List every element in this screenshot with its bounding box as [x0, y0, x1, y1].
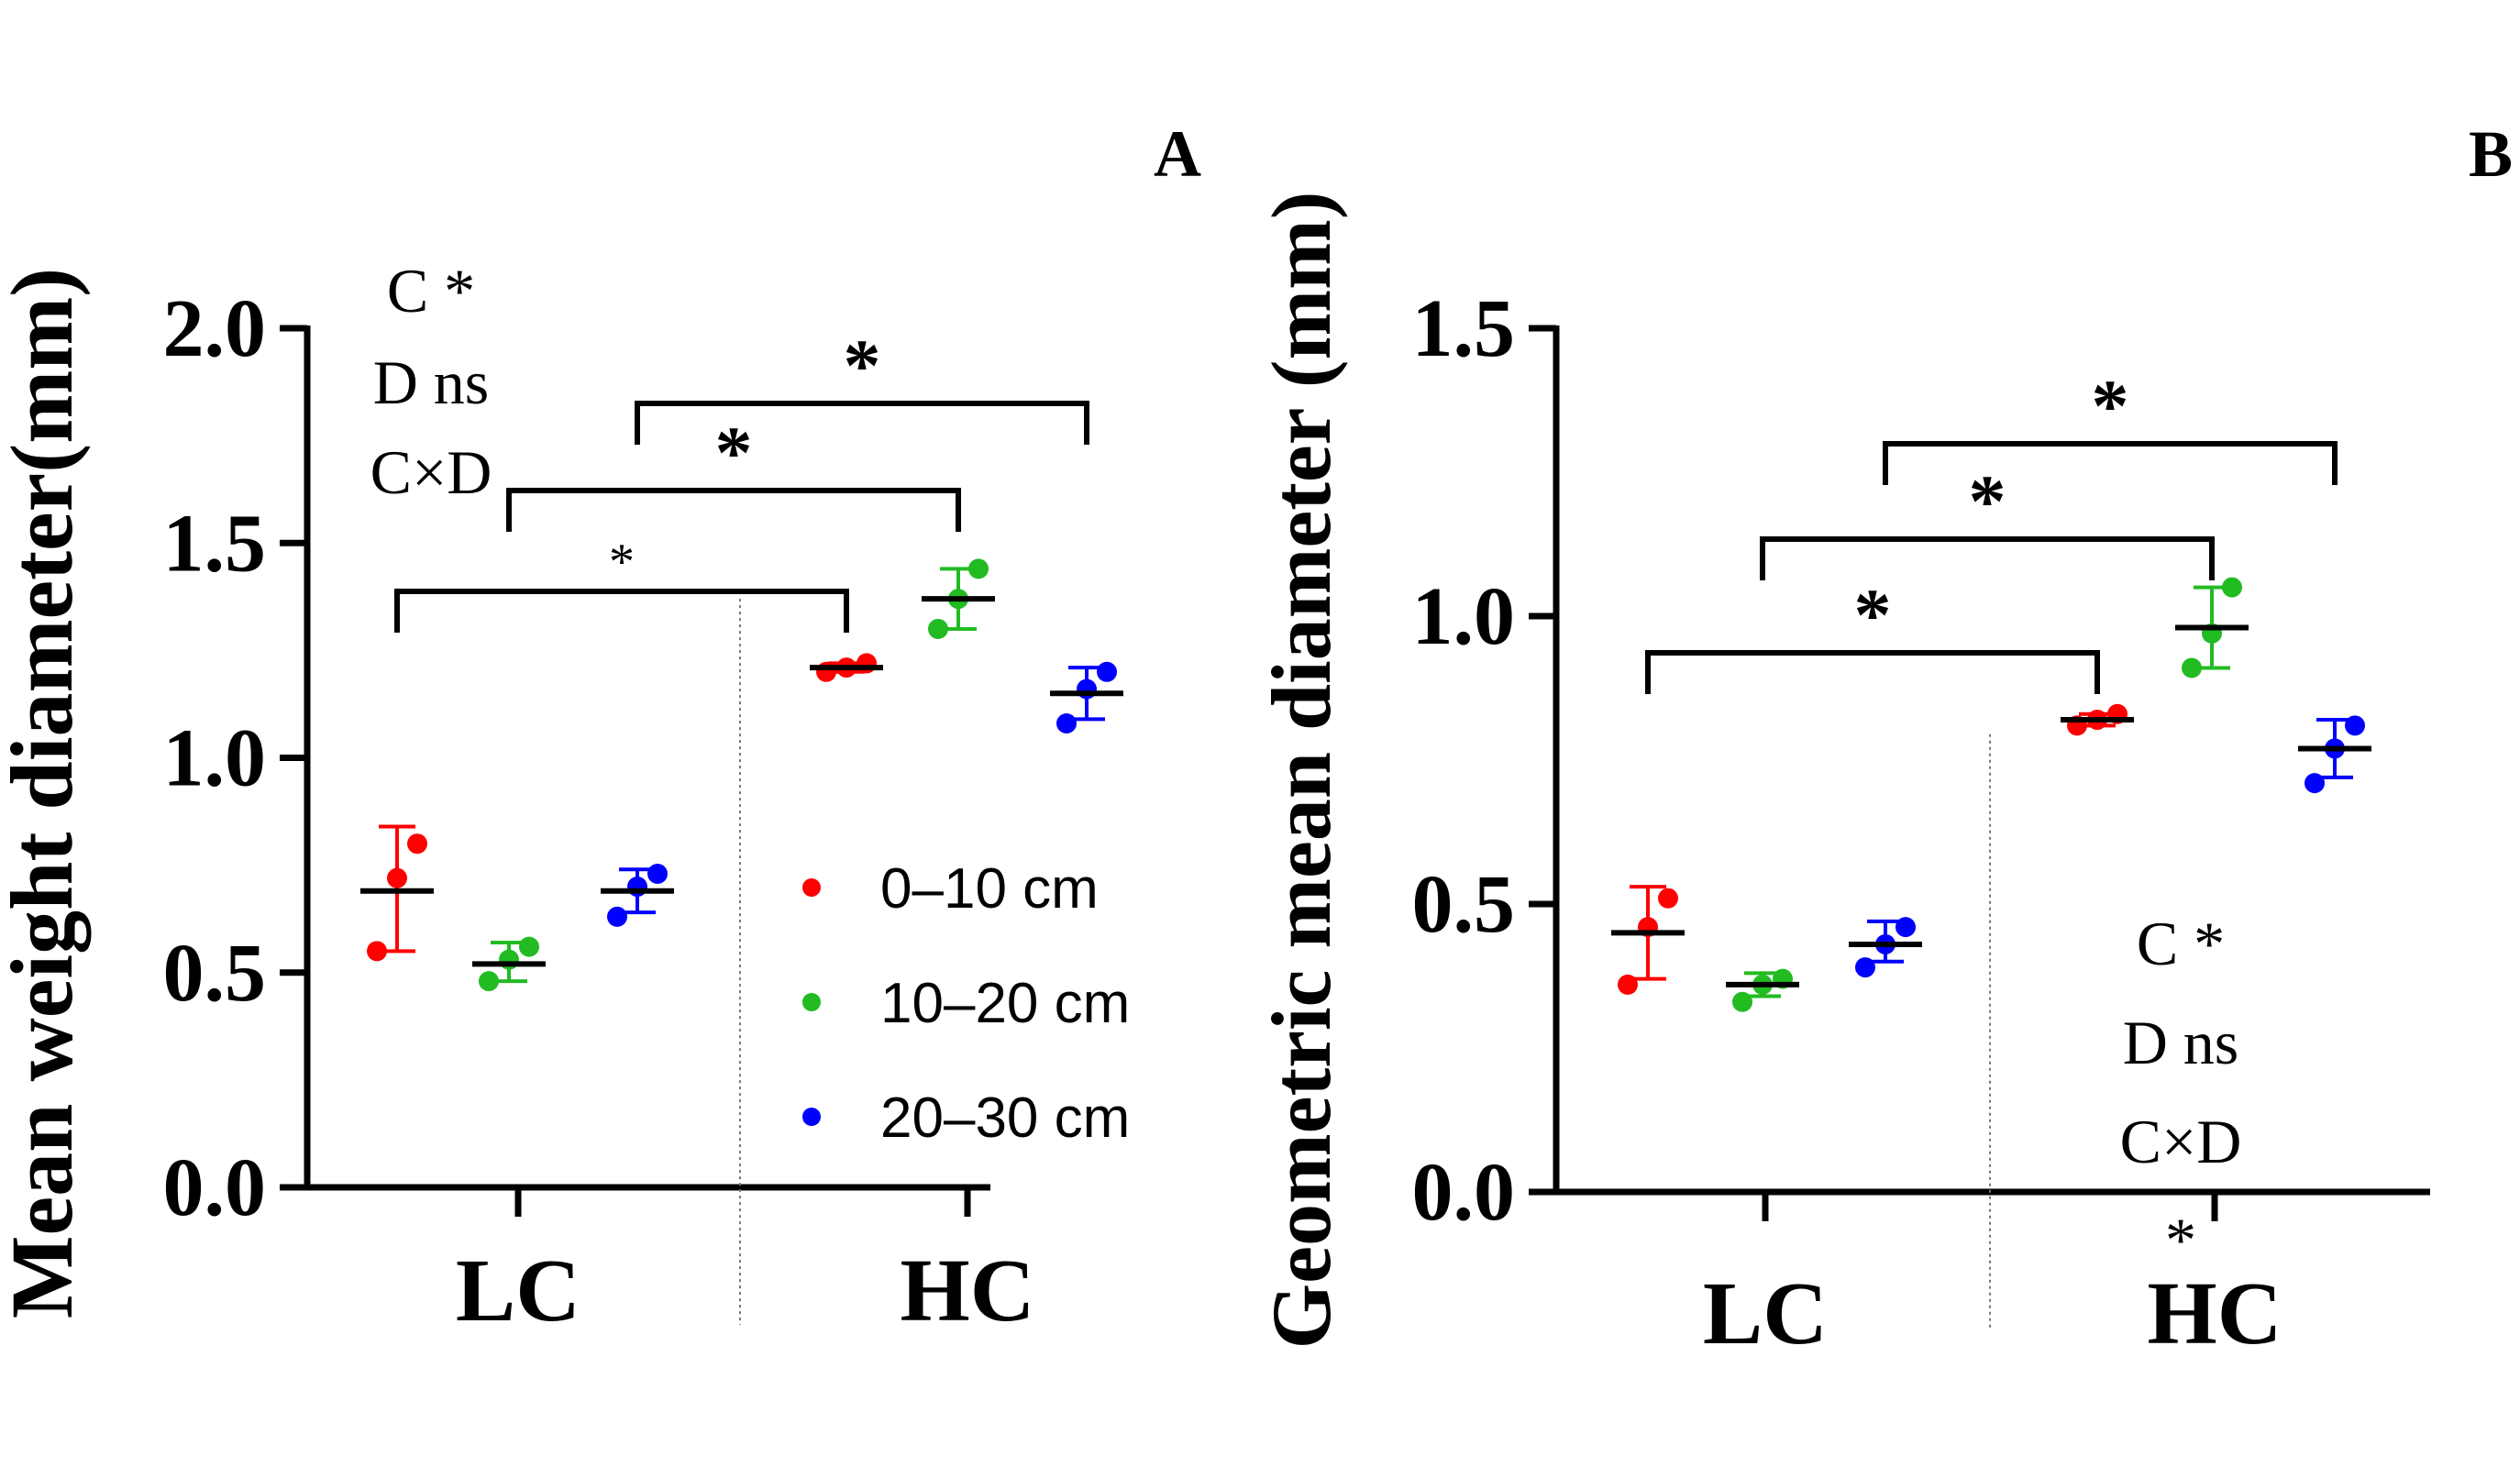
data-point [2345, 715, 2365, 736]
significance-star: * [609, 534, 635, 590]
legend-marker-20-30 [802, 1108, 821, 1126]
stats-line-d: D ns [373, 347, 490, 417]
data-point [2222, 577, 2242, 598]
panel-b-label: B [2469, 117, 2513, 191]
data-point [499, 949, 519, 970]
data-point [816, 661, 836, 682]
data-point [1618, 974, 1638, 995]
y-tick-label: 0.0 [1412, 1147, 1516, 1238]
legend-marker-10-20 [802, 993, 821, 1011]
stats-line-c: C * [2137, 909, 2225, 978]
data-point [1056, 713, 1077, 734]
data-point [1896, 917, 1916, 938]
data-point [1077, 678, 1097, 700]
panel-a-ticks: 0.0 0.5 1.0 1.5 2.0 LC HC [163, 283, 1035, 1340]
stats-line-cxd: C×D [370, 437, 492, 507]
panel-a-label: A [1154, 117, 1201, 191]
x-tick-label-lc: LC [1703, 1264, 1828, 1363]
data-point [2182, 657, 2202, 678]
comparison-bracket [1883, 441, 2338, 485]
data-point [857, 653, 877, 674]
panel-a: A Mean weight diameter(mm) 0.0 0.5 1.0 1.5 2… [0, 117, 1201, 1340]
legend-label-0-10: 0–10 cm [880, 857, 1099, 921]
legend-label-10-20: 10–20 cm [880, 972, 1130, 1035]
y-tick-label: 1.5 [163, 498, 267, 589]
data-point [2304, 773, 2325, 794]
legend-marker-0-10 [802, 878, 821, 897]
panel-a-marks [360, 558, 1123, 992]
panel-a-stats-text: C * D ns C×D [370, 256, 492, 507]
y-tick-label: 1.0 [1412, 571, 1516, 662]
data-point [367, 941, 387, 962]
y-tick-label: 2.0 [163, 283, 267, 374]
data-point [1732, 991, 1752, 1012]
significance-star: * [2092, 364, 2129, 447]
x-tick-label-hc: HC [2148, 1264, 2282, 1363]
data-point [968, 558, 989, 579]
stats-line-c: C * [387, 256, 475, 325]
panel-b-stats-text: C * D ns C×D * [2120, 909, 2242, 1274]
comparison-bracket [635, 401, 1089, 445]
y-tick-label: 0.0 [163, 1142, 267, 1233]
panel-b: B Geometric mean diameter (mm) 0.0 0.5 1.0… [1254, 117, 2513, 1363]
panel-b-y-axis-label: Geometric mean diameter (mm) [1254, 192, 1348, 1350]
comparison-bracket [1645, 650, 2100, 694]
data-point [627, 877, 647, 898]
data-point [928, 618, 948, 639]
x-tick-label-lc: LC [456, 1241, 580, 1340]
y-tick-label: 0.5 [163, 928, 267, 1019]
panel-a-comparisons: * * * [394, 324, 1089, 633]
legend-label-20-30: 20–30 cm [880, 1086, 1130, 1150]
y-tick-label: 1.0 [163, 713, 267, 804]
data-point [519, 936, 539, 957]
data-point [1658, 888, 1678, 909]
data-point [1097, 661, 1117, 682]
stats-line-star: * [2165, 1205, 2196, 1274]
panel-b-axes [1553, 325, 2430, 1329]
data-point [1855, 957, 1875, 978]
data-point [387, 867, 407, 888]
panel-b-comparisons: * * * [1645, 364, 2338, 694]
panel-a-y-axis-label: Mean weight diameter(mm) [0, 268, 91, 1318]
y-tick-label: 0.5 [1412, 859, 1516, 950]
panel-b-ticks: 0.0 0.5 1.0 1.5 LC HC [1412, 283, 2282, 1363]
significance-star: * [1854, 573, 1892, 656]
stats-line-cxd: C×D [2120, 1107, 2242, 1176]
comparison-bracket [394, 589, 849, 633]
comparison-bracket [506, 488, 961, 532]
stats-line-d: D ns [2123, 1008, 2239, 1077]
data-point [607, 906, 627, 927]
data-point [647, 863, 668, 884]
comparison-bracket [1760, 536, 2215, 580]
legend: 0–10 cm 10–20 cm 20–30 cm [802, 857, 1130, 1150]
y-tick-label: 1.5 [1412, 283, 1516, 374]
data-point [479, 971, 499, 992]
significance-star: * [715, 411, 753, 494]
data-point [407, 833, 427, 855]
significance-star: * [1969, 459, 2006, 543]
significance-star: * [844, 324, 881, 407]
x-tick-label-hc: HC [901, 1241, 1035, 1340]
panel-b-marks [1611, 577, 2371, 1012]
